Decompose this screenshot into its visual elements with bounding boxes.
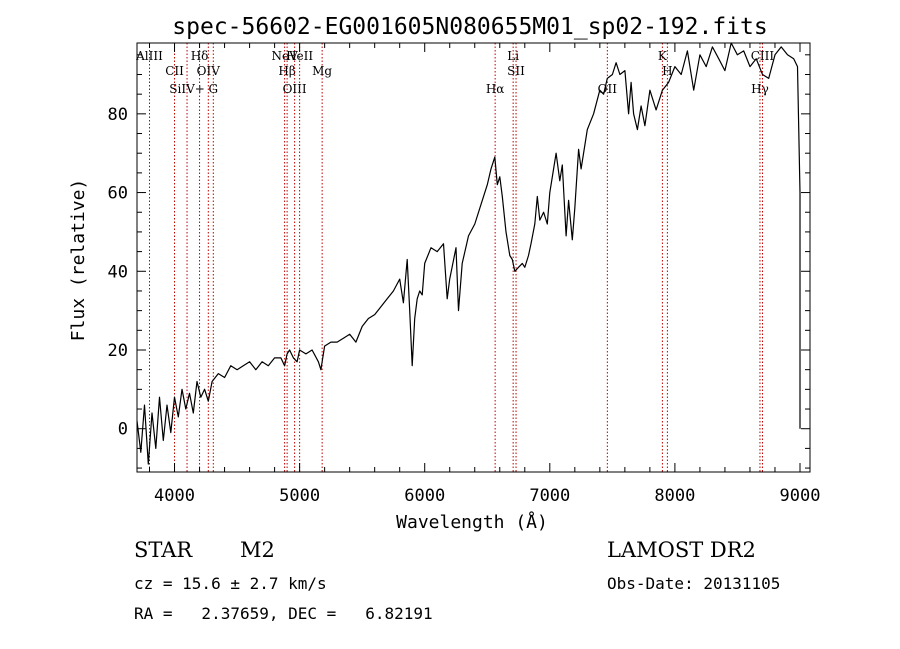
line-marker-label: SiIV+ [169, 82, 205, 96]
object-class: STAR [134, 538, 193, 562]
line-marker-label: AlIII [135, 49, 163, 63]
y-axis-label: Flux (relative) [68, 179, 89, 342]
chart-title: spec-56602-EG001605N080655M01_sp02-192.f… [172, 14, 767, 40]
x-tick-label: 7000 [529, 486, 570, 506]
line-marker-label: H [662, 64, 672, 78]
line-marker-label: Hβ [278, 64, 295, 78]
line-marker-label: OIV [197, 64, 221, 78]
y-tick-label: 80 [108, 105, 128, 125]
coordinates-text: RA = 2.37659, DEC = 6.82191 [134, 604, 433, 623]
x-tick-label: 4000 [154, 486, 195, 506]
line-marker-label: Hδ [191, 49, 209, 63]
x-tick-label: 6000 [404, 486, 445, 506]
spectrum-line [136, 42, 801, 465]
axes-layer: 4000 5000 6000 7000 8000 9000 0 20 40 60 80 [108, 42, 821, 506]
y-tick-label: 20 [108, 341, 128, 361]
line-marker-label: CII [165, 64, 184, 78]
line-marker-label: Li [507, 49, 519, 63]
line-marker-label: Mg [312, 64, 332, 78]
plot-frame [136, 42, 811, 473]
x-tick-label: 9000 [780, 486, 821, 506]
line-marker-label: G [209, 82, 219, 96]
line-marker-label: SII [507, 64, 525, 78]
object-subclass: M2 [240, 538, 275, 562]
line-marker-label: OII [598, 82, 618, 96]
survey-label: LAMOST DR2 [607, 538, 756, 562]
line-marker-label: Hγ [751, 82, 769, 96]
y-tick-label: 60 [108, 184, 128, 204]
spectrum-plot-layer [136, 42, 801, 465]
x-axis-label: Wavelength (Å) [396, 511, 548, 533]
line-marker-label: K [658, 49, 668, 63]
line-marker-label: OIII [283, 82, 307, 96]
x-tick-label: 8000 [654, 486, 695, 506]
redshift-text: cz = 15.6 ± 2.7 km/s [134, 574, 327, 593]
y-tick-label: 40 [108, 262, 128, 282]
x-tick-label: 5000 [279, 486, 320, 506]
line-marker-label: HeII [286, 49, 313, 63]
line-marker-label: Hα [486, 82, 505, 96]
obs-date-text: Obs-Date: 20131105 [607, 574, 781, 593]
line-marker-label: NeV [271, 49, 298, 63]
y-tick-label: 0 [118, 420, 128, 440]
